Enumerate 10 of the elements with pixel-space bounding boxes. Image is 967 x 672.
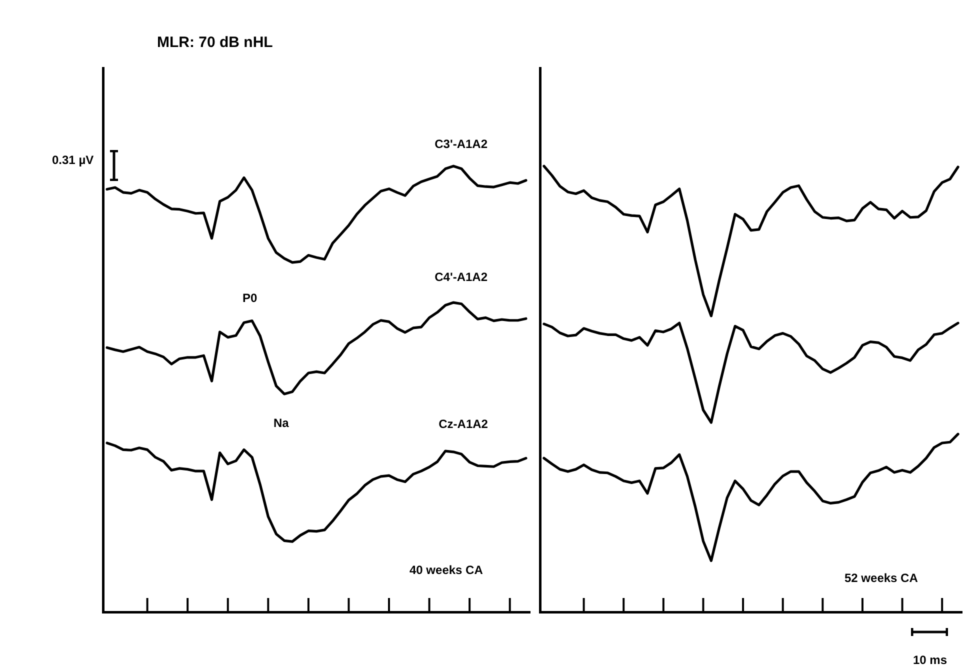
chart-title: MLR: 70 dB nHL [157,34,273,50]
series-label: Cz-A1A2 [438,416,488,431]
text: 10 ms [913,653,948,667]
annotation: 52 weeks CA [844,571,918,585]
annotation: 40 weeks CA [410,563,483,577]
series-label: C3'-A1A2 [434,136,488,151]
text: 0.31 µV [52,153,94,167]
annotation: P0 [242,291,258,305]
annotation: Na [274,416,289,430]
series-label: C4'-A1A2 [434,270,488,284]
